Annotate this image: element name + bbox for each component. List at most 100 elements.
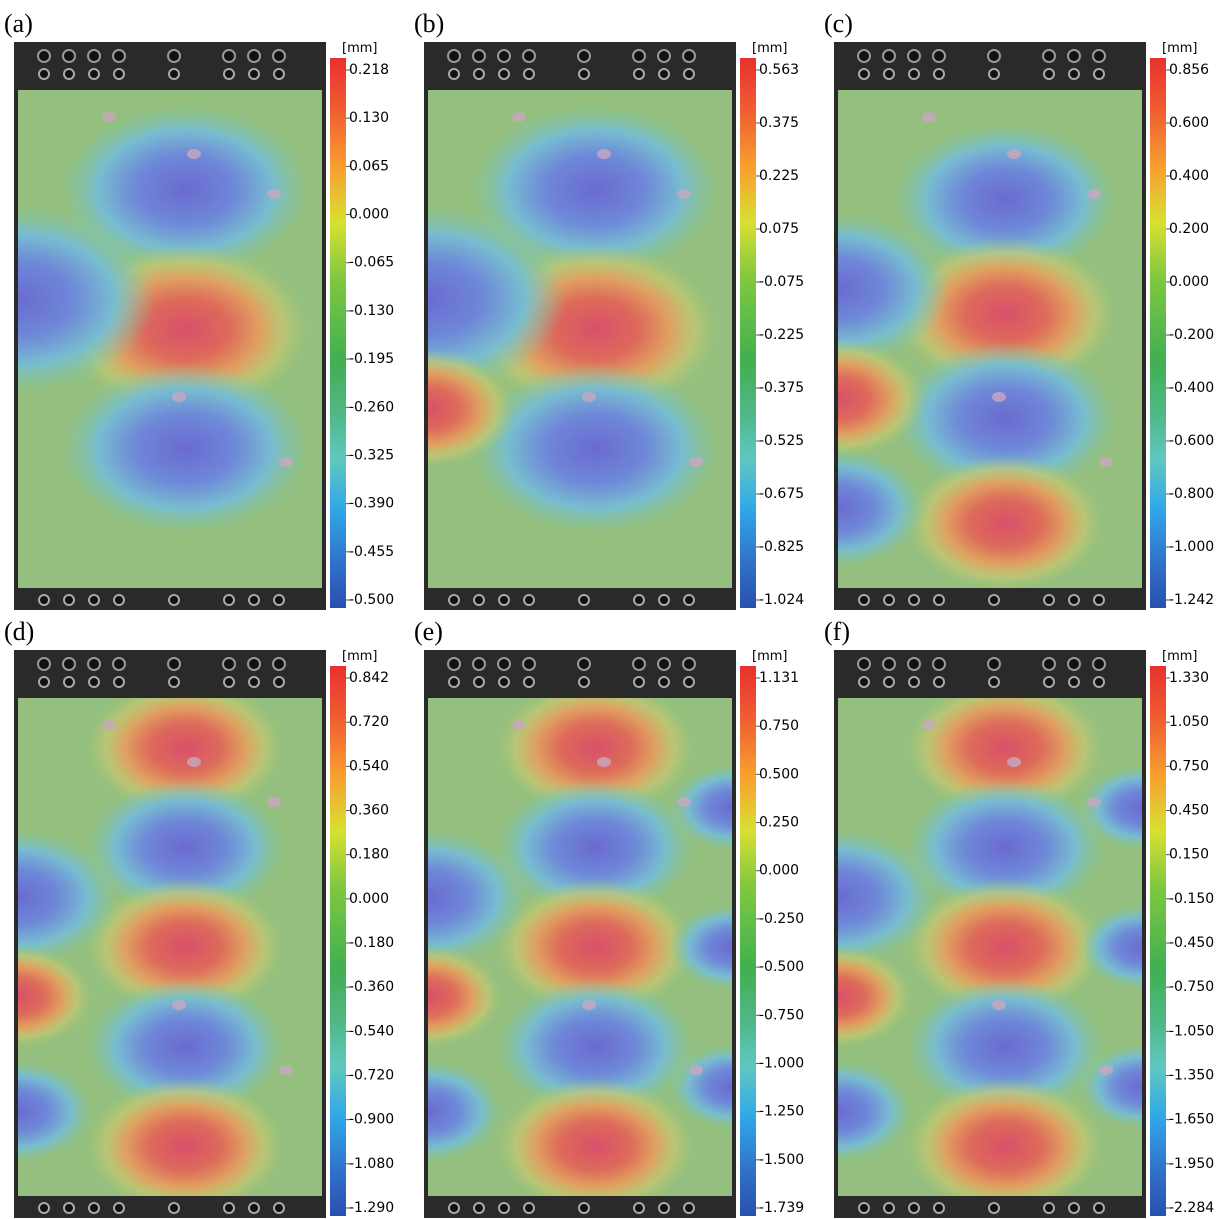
bolt bbox=[272, 657, 286, 671]
bolt bbox=[658, 1202, 670, 1214]
bolt bbox=[1068, 68, 1080, 80]
contour-blob bbox=[495, 779, 696, 916]
colorbar-tick-label: 0.500 bbox=[759, 766, 799, 782]
bolt bbox=[1093, 68, 1105, 80]
bolt bbox=[633, 676, 645, 688]
bolt bbox=[933, 676, 945, 688]
bolt bbox=[112, 657, 126, 671]
colorbar-tick-label: -1.050 bbox=[1169, 1023, 1214, 1039]
marker-dot bbox=[512, 720, 526, 730]
bolt bbox=[523, 676, 535, 688]
bolt bbox=[933, 1202, 945, 1214]
bolt bbox=[1042, 49, 1056, 63]
marker-dot bbox=[512, 112, 526, 122]
bolt bbox=[248, 594, 260, 606]
bolt bbox=[682, 49, 696, 63]
colorbar-tick-label: -0.390 bbox=[349, 496, 394, 512]
marker-dot bbox=[1087, 189, 1101, 199]
bolt bbox=[473, 68, 485, 80]
colorbar-tick-label: 0.750 bbox=[759, 718, 799, 734]
panel-label: (b) bbox=[414, 9, 444, 38]
marker-dot bbox=[187, 149, 201, 159]
colorbar-tick-label: -1.024 bbox=[759, 592, 804, 608]
bolt bbox=[167, 49, 181, 63]
panel: (e) [mm] 1.131 0.750 0.500 0.250 0.000 -0.250 -0… bbox=[414, 617, 804, 1218]
bolt bbox=[447, 657, 461, 671]
colorbar-tick-label: 0.450 bbox=[1169, 803, 1209, 819]
bolt bbox=[1068, 1202, 1080, 1214]
bolt bbox=[1042, 657, 1056, 671]
marker-dot bbox=[582, 392, 596, 402]
panel: (c) [mm] 0.856 0.600 0.400 0.200 0.000 -0.200 -0… bbox=[824, 9, 1214, 610]
bolt bbox=[222, 657, 236, 671]
bolt bbox=[858, 68, 870, 80]
bolt bbox=[1093, 676, 1105, 688]
contour-blob bbox=[1079, 765, 1142, 851]
bolt bbox=[522, 49, 536, 63]
bolt bbox=[907, 49, 921, 63]
bolt bbox=[683, 1202, 695, 1214]
bolt bbox=[448, 68, 460, 80]
contours bbox=[428, 104, 721, 534]
bolt bbox=[37, 657, 51, 671]
marker-dot bbox=[689, 1065, 703, 1075]
bolt bbox=[658, 594, 670, 606]
colorbar-tick-label: -0.150 bbox=[1169, 891, 1214, 907]
contour-blob bbox=[1079, 904, 1142, 990]
bolt bbox=[908, 68, 920, 80]
bolt bbox=[222, 49, 236, 63]
bolt bbox=[578, 68, 590, 80]
colorbar-tick-label: -0.600 bbox=[1169, 433, 1214, 449]
bolt bbox=[683, 594, 695, 606]
panel-label: (a) bbox=[4, 9, 33, 38]
contour-blob bbox=[905, 879, 1106, 1015]
contour-blob bbox=[892, 123, 1118, 277]
bolt bbox=[633, 594, 645, 606]
bolt bbox=[987, 657, 1001, 671]
bolt bbox=[248, 68, 260, 80]
contours bbox=[838, 698, 1142, 1196]
contour-blob bbox=[428, 945, 503, 1048]
colorbar-tick-label: -0.500 bbox=[759, 959, 804, 975]
marker-dot bbox=[992, 1000, 1006, 1010]
bolt bbox=[473, 594, 485, 606]
bolt bbox=[168, 68, 180, 80]
bolt bbox=[448, 1202, 460, 1214]
bolt bbox=[88, 594, 100, 606]
bolt bbox=[87, 49, 101, 63]
bolt bbox=[633, 68, 645, 80]
colorbar-tick-label: 0.130 bbox=[349, 110, 389, 126]
contours bbox=[18, 104, 311, 534]
contour-blob bbox=[1079, 1043, 1142, 1129]
colorbar-tick-label: 0.000 bbox=[349, 891, 389, 907]
marker-dot bbox=[677, 797, 691, 807]
panel: (b) [mm] 0.563 0.375 0.225 0.075 -0.075 -0.225 -… bbox=[414, 9, 804, 610]
marker-dot bbox=[677, 189, 691, 199]
bolt bbox=[88, 676, 100, 688]
colorbar-tick-label: 1.050 bbox=[1169, 714, 1209, 730]
bolt bbox=[447, 49, 461, 63]
colorbar-tick-label: 0.400 bbox=[1169, 168, 1209, 184]
marker-dot bbox=[582, 1000, 596, 1010]
bolt bbox=[497, 49, 511, 63]
contour-blob bbox=[18, 829, 118, 966]
contour-blob bbox=[838, 829, 938, 966]
bolt bbox=[448, 594, 460, 606]
bolt bbox=[632, 657, 646, 671]
marker-dot bbox=[187, 757, 201, 767]
bolt bbox=[113, 594, 125, 606]
contour-blob bbox=[905, 1078, 1106, 1196]
contour-blob bbox=[838, 1060, 913, 1163]
panel: (d) [mm] 0.842 0.720 0.540 0.360 0.180 0.000 -0.… bbox=[4, 617, 394, 1218]
marker-dot bbox=[1007, 149, 1021, 159]
marker-dot bbox=[172, 1000, 186, 1010]
marker-dot bbox=[1099, 457, 1113, 467]
contour-blob bbox=[85, 779, 286, 916]
marker-dot bbox=[279, 1065, 293, 1075]
bolt bbox=[523, 1202, 535, 1214]
bolt bbox=[882, 49, 896, 63]
contour-blob bbox=[495, 879, 696, 1015]
marker-dot bbox=[922, 112, 936, 122]
bolt bbox=[247, 49, 261, 63]
